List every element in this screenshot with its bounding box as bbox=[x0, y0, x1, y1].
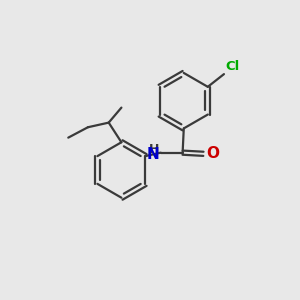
Text: H: H bbox=[149, 143, 160, 156]
Text: N: N bbox=[147, 147, 160, 162]
Text: O: O bbox=[206, 146, 219, 161]
Text: Cl: Cl bbox=[225, 60, 239, 73]
